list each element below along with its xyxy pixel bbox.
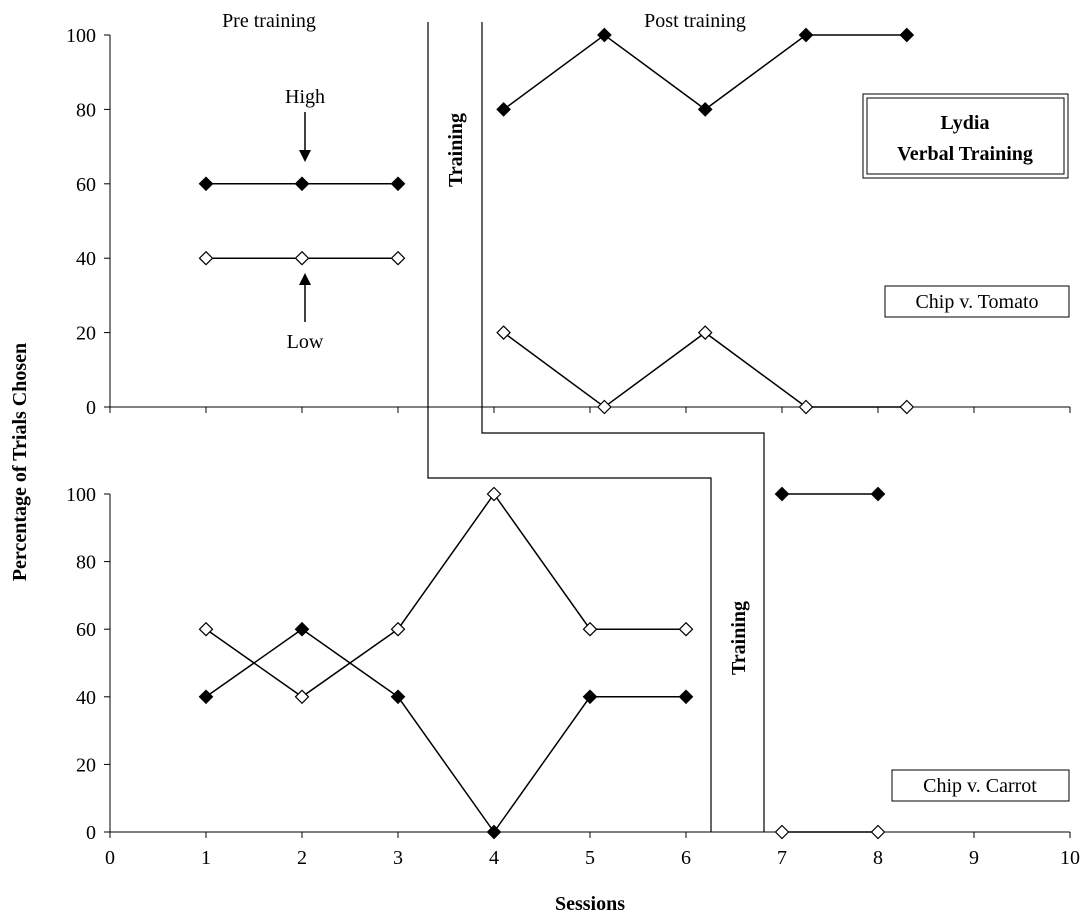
low-annotation: Low <box>287 331 324 353</box>
data-point-top-low <box>496 325 511 340</box>
series-line-top-high <box>503 34 907 111</box>
data-point-top-low <box>294 250 310 266</box>
y-tick-label-top: 40 <box>76 248 96 270</box>
data-point-top-low <box>697 325 713 340</box>
data-point-bottom-high <box>390 689 406 705</box>
pre-training-label: Pre training <box>222 10 316 32</box>
y-tick-label-bottom: 80 <box>76 552 96 574</box>
x-tick-label: 4 <box>489 847 499 869</box>
data-point-top-high <box>496 102 511 117</box>
x-axis-title: Sessions <box>555 893 625 915</box>
panel-label-box-bottom <box>891 769 1070 802</box>
data-point-bottom-low <box>198 621 214 637</box>
data-point-top-high <box>198 176 214 192</box>
y-axis-title: Percentage of Trials Chosen <box>9 343 31 581</box>
data-point-bottom-high <box>678 689 694 705</box>
y-tick-label-bottom: 40 <box>76 687 96 709</box>
data-point-bottom-high <box>870 486 886 502</box>
y-tick-label-bottom: 100 <box>66 484 96 506</box>
training-label-top: Training <box>445 113 467 187</box>
x-tick-label: 2 <box>297 847 307 869</box>
data-point-bottom-high <box>582 689 598 705</box>
phase-change-line-1 <box>427 22 712 832</box>
high-annotation: High <box>285 86 325 108</box>
data-point-bottom-low <box>870 824 886 840</box>
data-point-bottom-high <box>774 486 790 502</box>
x-tick-label: 7 <box>777 847 787 869</box>
x-tick-label: 1 <box>201 847 211 869</box>
x-tick-label: 3 <box>393 847 403 869</box>
y-tick-label-bottom: 0 <box>86 822 96 844</box>
data-point-top-high <box>294 176 310 192</box>
panel-label-bottom: Chip v. Carrot <box>923 775 1037 797</box>
data-point-bottom-low <box>678 621 694 637</box>
y-tick-label-top: 60 <box>76 174 96 196</box>
data-point-top-low <box>798 399 814 415</box>
series-line-bottom-low <box>205 492 686 698</box>
panel-label-box-top <box>884 285 1070 318</box>
data-point-top-low <box>899 399 915 415</box>
y-tick-label-top: 0 <box>86 397 96 419</box>
x-tick-label: 9 <box>969 847 979 869</box>
y-tick-label-bottom: 60 <box>76 619 96 641</box>
series-line-bottom-high <box>205 628 686 834</box>
post-training-label: Post training <box>644 10 746 32</box>
phase-change-line-2 <box>481 22 765 832</box>
data-point-top-low <box>198 250 214 266</box>
data-point-bottom-low <box>774 824 790 840</box>
data-point-bottom-high <box>198 689 214 705</box>
data-point-top-low <box>390 250 406 266</box>
x-tick-label: 6 <box>681 847 691 869</box>
data-point-bottom-low <box>486 486 502 502</box>
data-point-top-high <box>390 176 406 192</box>
y-tick-label-top: 100 <box>66 25 96 47</box>
x-tick-label: 8 <box>873 847 883 869</box>
x-tick-label: 0 <box>105 847 115 869</box>
chart-title-line-2: Verbal Training <box>897 143 1033 165</box>
x-tick-label: 5 <box>585 847 595 869</box>
y-tick-label-top: 80 <box>76 99 96 121</box>
low-arrowhead <box>299 273 311 285</box>
x-tick-label: 10 <box>1060 847 1080 869</box>
data-point-bottom-low <box>294 689 310 705</box>
y-tick-label-top: 20 <box>76 323 96 345</box>
data-point-top-high <box>597 27 612 43</box>
title-box-inner <box>866 97 1065 175</box>
series-line-top-low <box>503 331 907 408</box>
data-point-top-high <box>899 27 915 43</box>
data-point-bottom-high <box>486 824 502 840</box>
chart-title-line-1: Lydia <box>941 112 990 134</box>
data-point-top-high <box>697 102 713 117</box>
y-tick-label-bottom: 20 <box>76 754 96 776</box>
data-point-top-low <box>597 399 612 415</box>
data-point-bottom-high <box>294 621 310 637</box>
data-point-bottom-low <box>582 621 598 637</box>
training-label-bottom: Training <box>728 601 750 675</box>
high-arrowhead <box>299 150 311 162</box>
panel-label-top: Chip v. Tomato <box>915 291 1038 313</box>
data-point-top-high <box>798 27 814 43</box>
data-point-bottom-low <box>390 621 406 637</box>
